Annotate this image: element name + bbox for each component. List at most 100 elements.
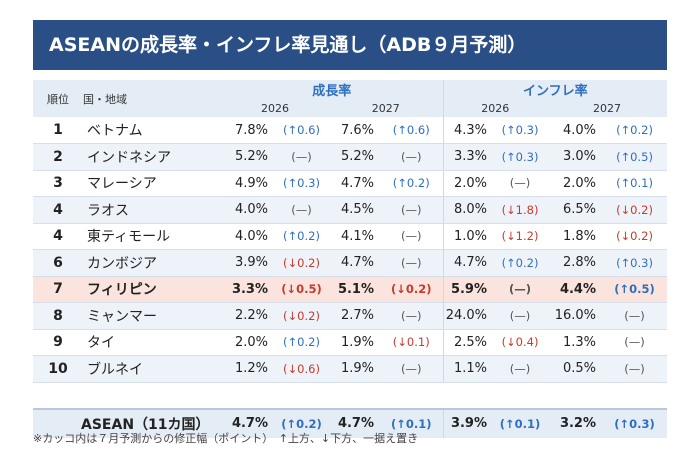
- revision-cell: (—): [380, 196, 444, 224]
- rank-cell: 2: [33, 143, 83, 171]
- header-country: 国・地域: [83, 80, 221, 117]
- revision-cell: (—): [274, 196, 329, 224]
- revision-cell: (—): [493, 170, 548, 197]
- asean-value-cell: 4.7%: [221, 407, 274, 438]
- value-cell: 2.2%: [221, 302, 274, 330]
- value-cell: 4.7%: [329, 170, 380, 197]
- revision-cell: (↑0.5): [602, 276, 668, 303]
- rank-cell: 3: [33, 170, 83, 197]
- country-cell: インドネシア: [83, 143, 221, 171]
- asean-total-row: ASEAN（11カ国） 4.7% (↑0.2) 4.7% (↑0.1) 3.9% (↑0.1…: [33, 407, 668, 438]
- revision-cell: (↓0.5): [274, 276, 329, 303]
- value-cell: 5.2%: [329, 143, 380, 171]
- rank-cell: 1: [33, 117, 83, 144]
- table-row: 7 フィリピン 3.3% (↓0.5) 5.1% (↓0.2) 5.9% (—) 4.4% (↑0…: [33, 276, 668, 303]
- table-body: 1 ベトナム 7.8% (↑0.6) 7.6% (↑0.6) 4.3% (↑0.3) 4.0%(…: [33, 117, 668, 438]
- table-row: 10 ブルネイ 1.2% (↓0.6) 1.9% (—) 1.1% (—) 0.5% (—): [33, 355, 668, 383]
- table-row: 9 タイ 2.0% (↑0.2) 1.9% (↓0.1) 2.5% (↓0.4) 1.3% (—): [33, 329, 668, 356]
- header-row-years: 2026 2027 2026 2027: [33, 99, 668, 117]
- page-title: ASEANの成長率・インフレ率見通し（ADB９月予測）: [33, 20, 667, 70]
- value-cell: 5.9%: [442, 276, 494, 303]
- revision-cell: (↓0.2): [274, 249, 329, 277]
- revision-cell: (—): [380, 143, 444, 171]
- rank-cell: 6: [33, 249, 83, 277]
- value-cell: 5.1%: [329, 276, 380, 303]
- header-rank: 順位: [33, 80, 83, 117]
- country-cell: フィリピン: [83, 276, 221, 303]
- revision-cell: (↑0.1): [602, 170, 668, 197]
- revision-cell: (↑0.2): [380, 170, 444, 197]
- value-cell: 2.7%: [329, 302, 380, 330]
- revision-cell: (—): [380, 355, 444, 383]
- table-row: 6 カンボジア 3.9% (↓0.2) 4.7% (—) 4.7% (↑0.2) 2.8% (↑0…: [33, 249, 668, 277]
- spacer-cell: [33, 382, 668, 409]
- revision-cell: (↓0.2): [602, 196, 668, 224]
- value-cell: 1.1%: [442, 355, 494, 383]
- value-cell: 1.9%: [329, 355, 380, 383]
- table-row: 2 インドネシア 5.2% (—) 5.2% (—) 3.3% (↑0.3) 3.0% (↑0.5…: [33, 143, 668, 171]
- value-cell: 4.0%: [221, 196, 274, 224]
- header-inflation: インフレ率: [442, 80, 668, 99]
- value-cell: 3.3%: [442, 143, 494, 171]
- country-cell: カンボジア: [83, 249, 221, 277]
- value-cell: 24.0%: [442, 302, 494, 330]
- revision-cell: (↑0.6): [274, 117, 329, 144]
- value-cell: 4.3%: [442, 117, 494, 144]
- spacer-row: [33, 382, 668, 409]
- value-cell: 2.8%: [547, 249, 603, 277]
- value-cell: 1.0%: [442, 223, 494, 250]
- value-cell: 1.9%: [329, 329, 380, 356]
- rank-cell: 9: [33, 329, 83, 356]
- asean-revision-cell: (↑0.1): [380, 407, 444, 438]
- table-row: 3 マレーシア 4.9% (↑0.3) 4.7% (↑0.2) 2.0% (—) 2.0% (↑0…: [33, 170, 668, 197]
- rank-cell: 4: [33, 196, 83, 224]
- asean-revision-cell: (↑0.1): [493, 407, 548, 438]
- value-cell: 4.0%: [221, 223, 274, 250]
- asean-value-cell: 3.9%: [442, 407, 494, 438]
- revision-cell: (—): [380, 302, 444, 330]
- value-cell: 5.2%: [221, 143, 274, 171]
- value-cell: 1.8%: [547, 223, 603, 250]
- revision-cell: (↑0.2): [493, 249, 548, 277]
- asean-revision-cell: (↑0.2): [274, 407, 329, 438]
- rank-cell: 8: [33, 302, 83, 330]
- value-cell: 7.6%: [329, 117, 380, 144]
- revision-cell: (↓0.6): [274, 355, 329, 383]
- header-year-inflation-2027: 2027: [547, 99, 668, 117]
- value-cell: 2.0%: [442, 170, 494, 197]
- asean-value-cell: 4.7%: [329, 407, 380, 438]
- revision-cell: (↑0.3): [274, 170, 329, 197]
- value-cell: 7.8%: [221, 117, 274, 144]
- revision-cell: (↓1.2): [493, 223, 548, 250]
- country-cell: マレーシア: [83, 170, 221, 197]
- asean-value-cell: 3.2%: [547, 407, 603, 438]
- revision-cell: (—): [602, 355, 668, 383]
- revision-cell: (—): [493, 276, 548, 303]
- revision-cell: (—): [493, 302, 548, 330]
- revision-cell: (—): [602, 329, 668, 356]
- revision-cell: (—): [493, 355, 548, 383]
- revision-cell: (↑0.2): [602, 117, 668, 144]
- value-cell: 0.5%: [547, 355, 603, 383]
- header-growth: 成長率: [221, 80, 444, 99]
- country-cell: ラオス: [83, 196, 221, 224]
- rank-cell: 10: [33, 355, 83, 383]
- revision-cell: (↑0.2): [274, 223, 329, 250]
- revision-cell: (↑0.6): [380, 117, 444, 144]
- country-cell: ベトナム: [83, 117, 221, 144]
- footnote: ※カッコ内は７月予測からの修正幅（ポイント） ↑上方、↓下方、一据え置き: [33, 432, 419, 445]
- value-cell: 8.0%: [442, 196, 494, 224]
- country-cell: タイ: [83, 329, 221, 356]
- value-cell: 1.3%: [547, 329, 603, 356]
- value-cell: 4.7%: [329, 249, 380, 277]
- value-cell: 4.9%: [221, 170, 274, 197]
- value-cell: 2.5%: [442, 329, 494, 356]
- table-row: 4 東ティモール 4.0% (↑0.2) 4.1% (—) 1.0% (↓1.2) 1.8% (↓…: [33, 223, 668, 250]
- value-cell: 2.0%: [547, 170, 603, 197]
- value-cell: 4.1%: [329, 223, 380, 250]
- value-cell: 6.5%: [547, 196, 603, 224]
- country-cell: 東ティモール: [83, 223, 221, 250]
- table-row: 8 ミャンマー 2.2% (↓0.2) 2.7% (—) 24.0% (—) 16.0% (—): [33, 302, 668, 330]
